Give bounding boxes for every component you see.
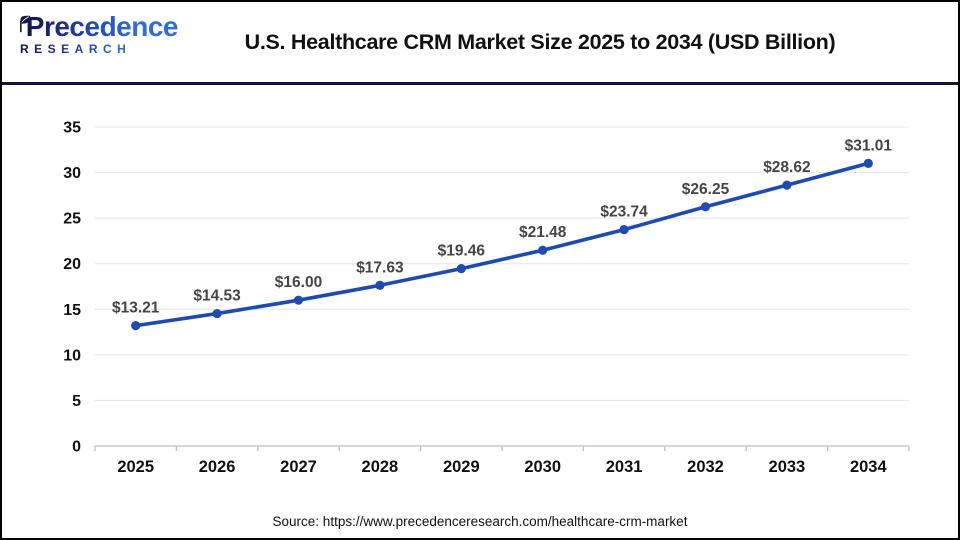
data-point — [863, 158, 873, 168]
x-axis-tick-label: 2026 — [199, 458, 236, 476]
x-axis-tick-label: 2033 — [769, 458, 806, 476]
data-point — [700, 202, 711, 212]
line-chart: 0 5 10 15 20 25 30 35 2025 2026 2027 2028 2029 2030 20… — [2, 87, 958, 502]
data-point-label: $13.21 — [112, 300, 160, 317]
y-axis-tick-label: 5 — [72, 393, 81, 410]
data-point — [375, 280, 385, 290]
y-axis-tick-label: 35 — [63, 120, 81, 137]
y-axis-tick-label: 30 — [63, 165, 81, 182]
data-point — [131, 321, 141, 331]
brand-subtitle: RESEARCH — [20, 42, 178, 56]
data-point — [538, 245, 548, 255]
x-axis-tick-label: 2028 — [362, 458, 399, 476]
data-point-label: $17.63 — [356, 259, 404, 276]
leaf-icon — [20, 15, 31, 33]
y-axis-tick-label: 25 — [63, 211, 81, 228]
x-axis-tick-label: 2032 — [687, 458, 724, 476]
brand-logo: Precedence RESEARCH — [18, 11, 179, 57]
data-point-label: $19.46 — [438, 243, 486, 260]
series-line — [133, 161, 871, 328]
data-point — [782, 180, 792, 190]
data-point-label: $28.62 — [763, 159, 810, 176]
x-axis-tick-label: 2034 — [850, 458, 888, 476]
x-axis-tick-label: 2031 — [606, 458, 643, 476]
data-point-label: $23.74 — [600, 204, 648, 221]
y-axis-tick-label: 20 — [63, 256, 81, 273]
brand-name: Precedence — [25, 11, 179, 42]
source-note: Source: https://www.precedenceresearch.c… — [272, 514, 688, 529]
data-point-label: $26.25 — [682, 181, 730, 198]
data-point — [212, 308, 222, 319]
data-point-label: $31.01 — [845, 137, 893, 154]
y-axis-tick-label: 15 — [63, 302, 81, 319]
chart-title: U.S. Healthcare CRM Market Size 2025 to … — [244, 29, 836, 54]
data-point-label: $14.53 — [193, 288, 241, 305]
data-point — [619, 225, 629, 235]
x-axis-tick-label: 2027 — [280, 458, 317, 476]
data-point — [456, 264, 466, 274]
x-axis-tick-label: 2025 — [117, 458, 154, 476]
y-axis-tick-label: 0 — [72, 439, 81, 456]
x-axis-tick-label: 2029 — [443, 458, 480, 476]
data-point-label: $16.00 — [275, 274, 322, 291]
y-axis-tick-label: 10 — [63, 347, 81, 364]
data-point-label: $21.48 — [519, 224, 567, 241]
data-point — [293, 295, 304, 305]
header: Precedence RESEARCH U.S. Healthcare CRM … — [2, 2, 958, 82]
header-divider — [2, 82, 958, 85]
x-axis-tick-label: 2030 — [524, 458, 561, 476]
